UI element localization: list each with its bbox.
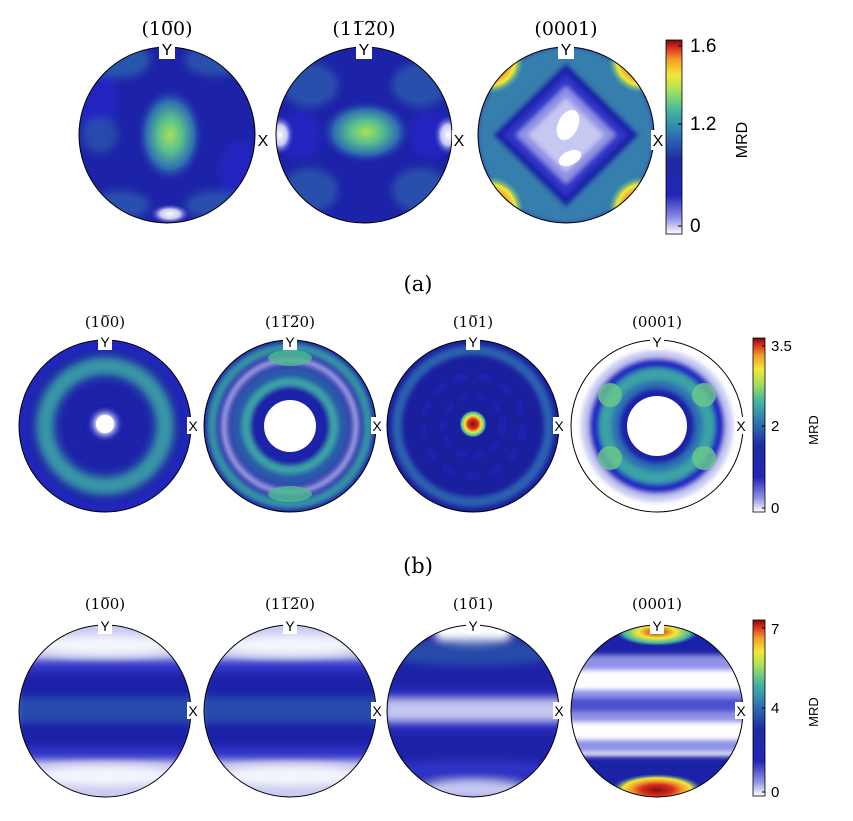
colorbar-tick-min: 0 — [771, 500, 779, 517]
pole-map — [204, 625, 376, 797]
colorbar-title: MRD — [806, 697, 821, 727]
colorbar-c: 7 4 0 MRD — [752, 619, 821, 801]
x-axis-label: X — [372, 703, 382, 719]
pole-map — [276, 47, 452, 223]
y-axis-label: Y — [468, 618, 478, 634]
colorbar-tick-max: 1.6 — [690, 36, 716, 57]
pole-map — [19, 340, 191, 512]
y-axis-label: Y — [561, 42, 572, 59]
y-axis-label: Y — [100, 334, 110, 350]
colorbar-a: 1.6 1.2 0 MRD — [665, 36, 751, 237]
pole-figure-b4: (0001) Y X — [570, 313, 748, 513]
pole-map — [79, 47, 255, 223]
colorbar-tick-mid: 2 — [771, 418, 779, 435]
row-b: (10̅0) Y X (11̅2̅0) — [18, 313, 821, 578]
pole-figure-c4: (0001) Y X — [570, 595, 748, 798]
caption-a: (a) — [404, 272, 433, 296]
pole-title: (10̅0) — [85, 595, 125, 613]
pole-title: (0001) — [632, 595, 682, 613]
x-axis-label: X — [454, 133, 465, 150]
pole-figure-b1: (10̅0) Y X — [18, 313, 200, 513]
y-axis-label: Y — [652, 618, 662, 634]
pole-title: (0001) — [632, 313, 682, 331]
pole-title: (10̅0) — [141, 18, 192, 40]
pole-figure-c3: (10̅1) Y X — [386, 595, 566, 798]
colorbar-tick-mid: 1.2 — [690, 114, 716, 135]
pole-map — [571, 625, 743, 797]
colorbar-tick-min: 0 — [771, 784, 779, 801]
colorbar-title: MRD — [734, 122, 751, 158]
pole-figure-c1: (10̅0) Y X — [18, 595, 200, 798]
pole-title: (11̅2̅0) — [265, 313, 315, 331]
y-axis-label: Y — [652, 334, 662, 350]
pole-map — [387, 625, 559, 797]
caption-b: (b) — [403, 554, 433, 578]
pole-figure-a2: (11̅2̅0) Y X — [275, 18, 467, 224]
x-axis-label: X — [736, 703, 746, 719]
x-axis-label: X — [372, 418, 382, 434]
pole-figure-b2: (11̅2̅0) Y X — [203, 313, 384, 513]
pole-title: (0001) — [534, 18, 597, 40]
x-axis-label: X — [554, 703, 564, 719]
y-axis-label: Y — [359, 42, 370, 59]
x-axis-label: X — [258, 133, 269, 150]
row-c: (10̅0) Y X (11̅2̅0) — [18, 595, 821, 801]
x-axis-label: X — [188, 418, 198, 434]
colorbar-title: MRD — [806, 415, 821, 445]
y-axis-label: Y — [468, 334, 478, 350]
x-axis-label: X — [188, 703, 198, 719]
y-axis-label: Y — [162, 42, 173, 59]
pole-map — [204, 340, 376, 512]
pole-map — [387, 340, 559, 512]
colorbar-tick-max: 7 — [771, 621, 779, 638]
pole-title: (10̅1) — [453, 595, 493, 613]
pole-figure-a1: (10̅0) Y X — [78, 18, 271, 224]
pole-figure-c2: (11̅2̅0) Y X — [203, 595, 384, 798]
y-axis-label: Y — [285, 334, 295, 350]
row-a: (10̅0) Y X — [78, 18, 751, 296]
colorbar-tick-max: 3.5 — [771, 338, 792, 355]
pole-title: (11̅2̅0) — [332, 18, 395, 40]
x-axis-label: X — [736, 418, 746, 434]
y-axis-label: Y — [100, 618, 110, 634]
y-axis-label: Y — [285, 618, 295, 634]
x-axis-label: X — [554, 418, 564, 434]
colorbar-tick-mid: 4 — [771, 700, 779, 717]
colorbar-tick-min: 0 — [690, 216, 701, 237]
pole-figure-b3: (10̅1) Y X — [386, 313, 566, 513]
pole-map — [19, 625, 191, 797]
pole-figure-a3: (0001) Y X — [477, 18, 666, 224]
pole-title: (11̅2̅0) — [265, 595, 315, 613]
x-axis-label: X — [653, 133, 664, 150]
colorbar-b: 3.5 2 0 MRD — [752, 337, 821, 517]
pole-map — [571, 340, 743, 512]
pole-title: (10̅1) — [453, 313, 493, 331]
pole-title: (10̅0) — [85, 313, 125, 331]
